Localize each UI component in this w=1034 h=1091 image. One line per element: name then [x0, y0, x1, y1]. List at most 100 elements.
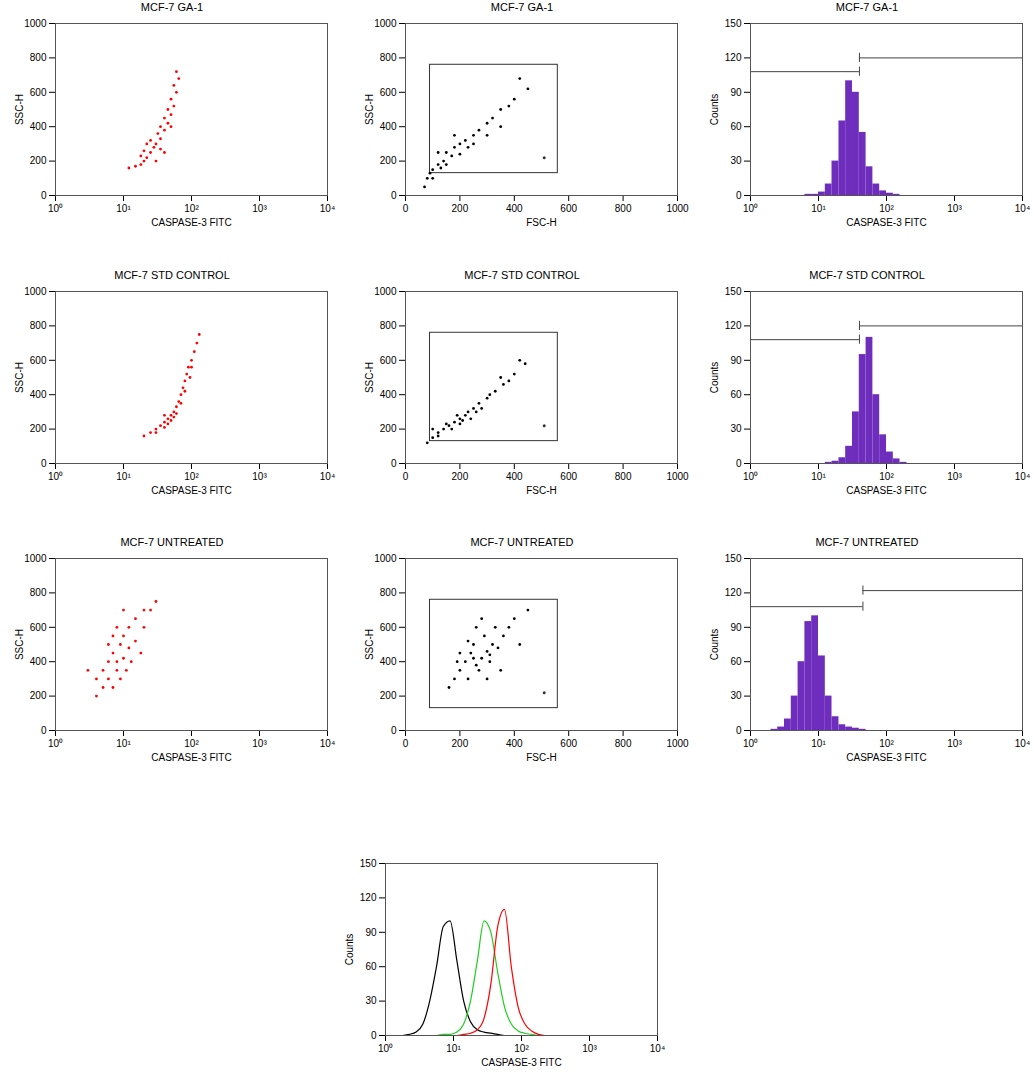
svg-text:SSC-H: SSC-H	[364, 94, 375, 125]
svg-text:10⁰: 10⁰	[378, 1043, 393, 1054]
svg-text:CASPASE-3 FITC: CASPASE-3 FITC	[846, 485, 926, 496]
svg-text:0: 0	[41, 725, 47, 736]
svg-text:10³: 10³	[252, 203, 267, 214]
svg-text:800: 800	[615, 471, 632, 482]
svg-text:400: 400	[380, 389, 397, 400]
svg-text:10²: 10²	[514, 1043, 529, 1054]
svg-text:1000: 1000	[666, 203, 689, 214]
svg-text:0: 0	[391, 725, 397, 736]
svg-text:800: 800	[380, 587, 397, 598]
svg-text:10¹: 10¹	[811, 203, 826, 214]
svg-text:200: 200	[30, 690, 47, 701]
svg-text:200: 200	[30, 155, 47, 166]
svg-text:Counts: Counts	[709, 94, 720, 126]
svg-text:SSC-H: SSC-H	[364, 629, 375, 660]
svg-text:1000: 1000	[374, 286, 397, 297]
svg-text:FSC-H: FSC-H	[526, 217, 557, 228]
svg-text:150: 150	[725, 553, 742, 564]
svg-text:1000: 1000	[374, 18, 397, 29]
svg-text:10³: 10³	[252, 738, 267, 749]
svg-text:0: 0	[403, 471, 409, 482]
svg-text:0: 0	[736, 458, 742, 469]
svg-text:1000: 1000	[24, 18, 47, 29]
svg-text:10³: 10³	[947, 738, 962, 749]
svg-text:10⁴: 10⁴	[1015, 738, 1030, 749]
svg-text:CASPASE-3 FITC: CASPASE-3 FITC	[481, 1057, 561, 1068]
svg-text:200: 200	[380, 155, 397, 166]
svg-text:10³: 10³	[582, 1043, 597, 1054]
svg-text:150: 150	[725, 286, 742, 297]
svg-text:10⁰: 10⁰	[48, 471, 63, 482]
svg-text:0: 0	[736, 725, 742, 736]
svg-text:SSC-H: SSC-H	[364, 362, 375, 393]
svg-text:0: 0	[403, 738, 409, 749]
svg-text:800: 800	[380, 320, 397, 331]
svg-text:800: 800	[615, 738, 632, 749]
svg-text:600: 600	[380, 355, 397, 366]
svg-text:90: 90	[730, 87, 742, 98]
svg-text:120: 120	[725, 52, 742, 63]
svg-text:10⁰: 10⁰	[48, 738, 63, 749]
svg-text:1000: 1000	[374, 553, 397, 564]
svg-text:60: 60	[365, 961, 377, 972]
svg-text:30: 30	[365, 995, 377, 1006]
svg-text:CASPASE-3 FITC: CASPASE-3 FITC	[151, 752, 231, 763]
svg-text:600: 600	[380, 622, 397, 633]
svg-text:150: 150	[360, 858, 377, 869]
svg-text:400: 400	[30, 121, 47, 132]
svg-text:600: 600	[30, 622, 47, 633]
svg-text:400: 400	[380, 121, 397, 132]
svg-text:10²: 10²	[879, 471, 894, 482]
svg-text:800: 800	[615, 203, 632, 214]
svg-text:10⁴: 10⁴	[320, 738, 335, 749]
svg-text:10⁴: 10⁴	[320, 471, 335, 482]
svg-text:400: 400	[30, 656, 47, 667]
svg-text:10³: 10³	[252, 471, 267, 482]
svg-text:90: 90	[365, 927, 377, 938]
svg-text:200: 200	[380, 690, 397, 701]
svg-text:1000: 1000	[666, 471, 689, 482]
svg-text:800: 800	[380, 52, 397, 63]
svg-text:10¹: 10¹	[116, 738, 131, 749]
svg-text:SSC-H: SSC-H	[14, 362, 25, 393]
svg-text:400: 400	[506, 471, 523, 482]
svg-text:1000: 1000	[666, 738, 689, 749]
svg-text:150: 150	[725, 18, 742, 29]
svg-text:120: 120	[360, 892, 377, 903]
svg-text:SSC-H: SSC-H	[14, 94, 25, 125]
svg-text:10⁰: 10⁰	[743, 738, 758, 749]
svg-text:CASPASE-3 FITC: CASPASE-3 FITC	[846, 217, 926, 228]
svg-text:10⁰: 10⁰	[743, 471, 758, 482]
svg-text:0: 0	[403, 203, 409, 214]
svg-text:200: 200	[380, 423, 397, 434]
svg-text:CASPASE-3 FITC: CASPASE-3 FITC	[151, 485, 231, 496]
svg-text:600: 600	[560, 203, 577, 214]
svg-text:0: 0	[41, 190, 47, 201]
svg-text:60: 60	[730, 656, 742, 667]
svg-text:400: 400	[380, 656, 397, 667]
svg-text:600: 600	[30, 87, 47, 98]
svg-text:400: 400	[506, 738, 523, 749]
svg-text:0: 0	[736, 190, 742, 201]
svg-text:0: 0	[391, 458, 397, 469]
svg-text:400: 400	[506, 203, 523, 214]
svg-text:10¹: 10¹	[116, 471, 131, 482]
svg-text:30: 30	[730, 155, 742, 166]
svg-text:120: 120	[725, 587, 742, 598]
svg-text:10³: 10³	[947, 471, 962, 482]
svg-text:10⁰: 10⁰	[743, 203, 758, 214]
svg-text:60: 60	[730, 121, 742, 132]
svg-text:Counts: Counts	[709, 629, 720, 661]
svg-text:Counts: Counts	[344, 934, 355, 966]
svg-text:0: 0	[391, 190, 397, 201]
svg-text:10⁴: 10⁴	[1015, 203, 1030, 214]
svg-text:10⁴: 10⁴	[1015, 471, 1030, 482]
svg-text:1000: 1000	[24, 286, 47, 297]
svg-text:200: 200	[452, 203, 469, 214]
svg-text:10²: 10²	[879, 203, 894, 214]
svg-text:200: 200	[30, 423, 47, 434]
svg-text:600: 600	[560, 471, 577, 482]
svg-text:120: 120	[725, 320, 742, 331]
svg-text:0: 0	[371, 1030, 377, 1041]
svg-text:10¹: 10¹	[446, 1043, 461, 1054]
